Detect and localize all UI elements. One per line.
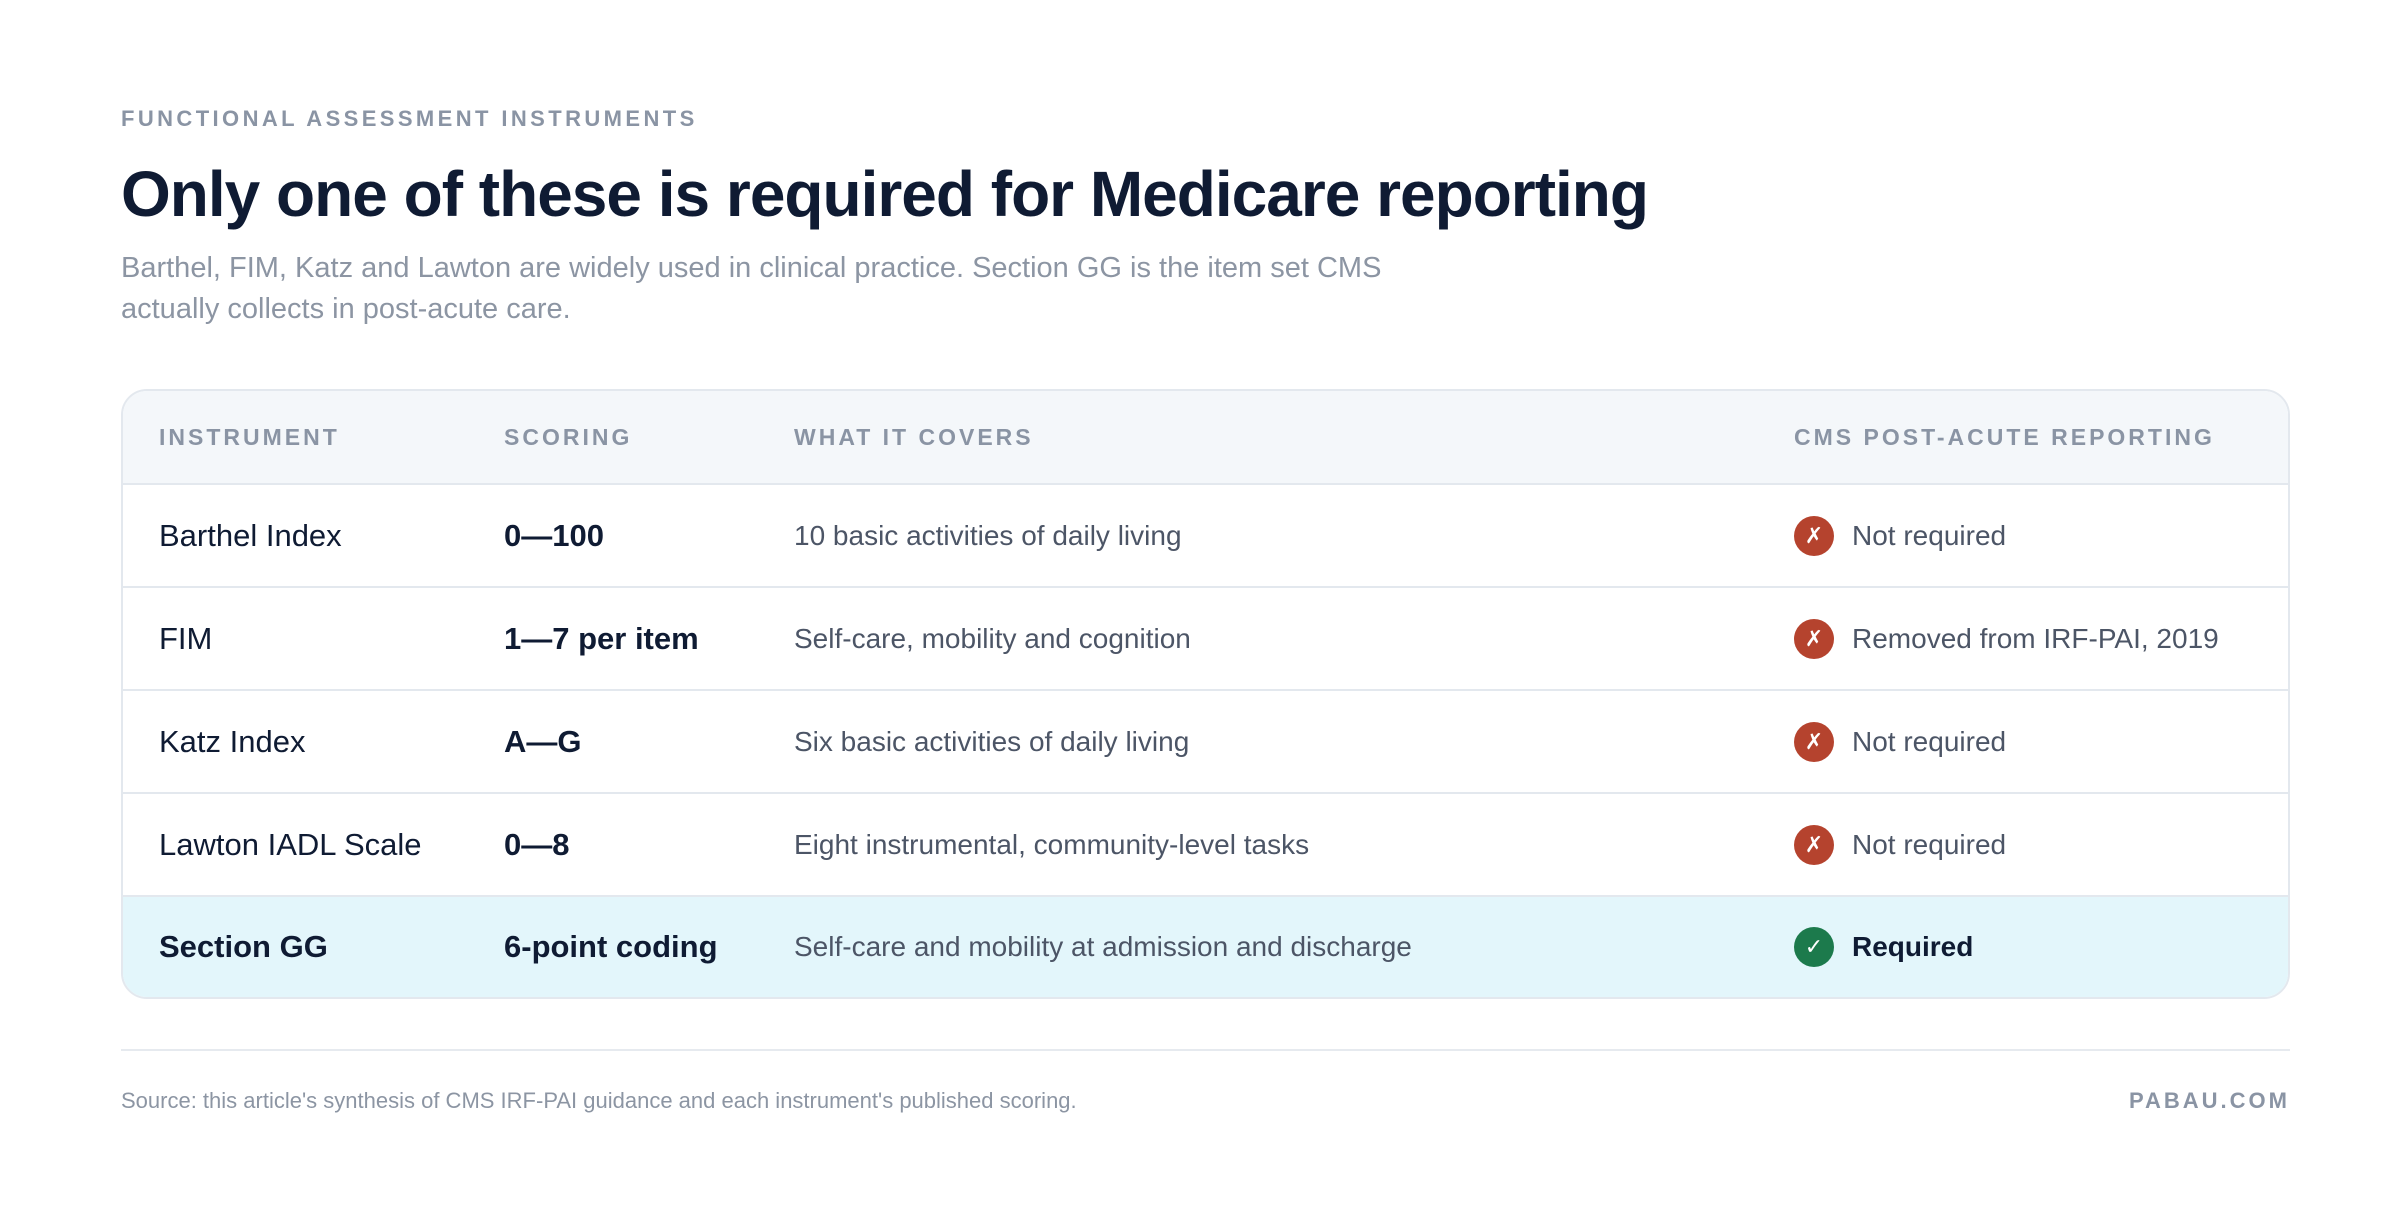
- table-row: Barthel Index 0—100 10 basic activities …: [123, 485, 2288, 588]
- page-title: Only one of these is required for Medica…: [121, 158, 1649, 230]
- covers-text: Six basic activities of daily living: [794, 725, 1190, 757]
- table-row-highlighted: Section GG 6-point coding Self-care and …: [123, 897, 2288, 997]
- instrument-name: Section GG: [159, 929, 328, 964]
- status-text: Not required: [1852, 828, 2007, 860]
- covers-text: 10 basic activities of daily living: [794, 519, 1182, 551]
- cms-status: ✗ Not required: [1794, 515, 2288, 556]
- table-row: Katz Index A—G Six basic activities of d…: [123, 691, 2288, 794]
- status-text: Removed from IRF-PAI, 2019: [1852, 622, 2219, 654]
- covers-text: Eight instrumental, community-level task…: [794, 828, 1310, 860]
- scoring-value: 1—7 per item: [504, 620, 699, 656]
- check-icon: ✓: [1794, 927, 1834, 967]
- footer-divider: [121, 1049, 2290, 1051]
- covers-text: Self-care and mobility at admission and …: [794, 931, 1412, 962]
- scoring-value: A—G: [504, 723, 582, 759]
- instrument-name: Lawton IADL Scale: [159, 826, 422, 862]
- status-text: Required: [1852, 931, 1974, 962]
- table-row: Lawton IADL Scale 0—8 Eight instrumental…: [123, 794, 2288, 897]
- instrument-name: Barthel Index: [159, 517, 342, 553]
- cms-status: ✓ Required: [1794, 927, 2288, 967]
- cms-status: ✗ Not required: [1794, 824, 2288, 865]
- scoring-value: 0—8: [504, 826, 570, 862]
- cross-icon: ✗: [1794, 515, 1834, 556]
- cross-icon: ✗: [1794, 721, 1834, 762]
- cms-status: ✗ Removed from IRF-PAI, 2019: [1794, 618, 2288, 659]
- brand-label: PABAU.COM: [2128, 1088, 2290, 1113]
- instrument-name: FIM: [159, 620, 213, 656]
- cms-status: ✗ Not required: [1794, 721, 2288, 762]
- instruments-table: INSTRUMENT SCORING WHAT IT COVERS CMS PO…: [121, 389, 2290, 999]
- table-row: FIM 1—7 per item Self-care, mobility and…: [123, 588, 2288, 691]
- header-cms-reporting: CMS POST-ACUTE REPORTING: [1794, 423, 2215, 450]
- covers-text: Self-care, mobility and cognition: [794, 622, 1191, 654]
- scoring-value: 0—100: [504, 517, 604, 553]
- cross-icon: ✗: [1794, 618, 1834, 659]
- header-scoring: SCORING: [504, 423, 633, 450]
- source-note: Source: this article's synthesis of CMS …: [121, 1088, 1077, 1113]
- page-subtitle: Barthel, FIM, Katz and Lawton are widely…: [121, 252, 1382, 325]
- cross-icon: ✗: [1794, 824, 1834, 865]
- status-text: Not required: [1852, 519, 2007, 551]
- header-covers: WHAT IT COVERS: [794, 423, 1034, 450]
- instrument-name: Katz Index: [159, 723, 306, 759]
- status-text: Not required: [1852, 725, 2007, 757]
- table-header-row: INSTRUMENT SCORING WHAT IT COVERS CMS PO…: [123, 391, 2288, 485]
- header-instrument: INSTRUMENT: [159, 423, 340, 450]
- scoring-value: 6-point coding: [504, 929, 718, 964]
- eyebrow-label: FUNCTIONAL ASSESSMENT INSTRUMENTS: [121, 106, 698, 131]
